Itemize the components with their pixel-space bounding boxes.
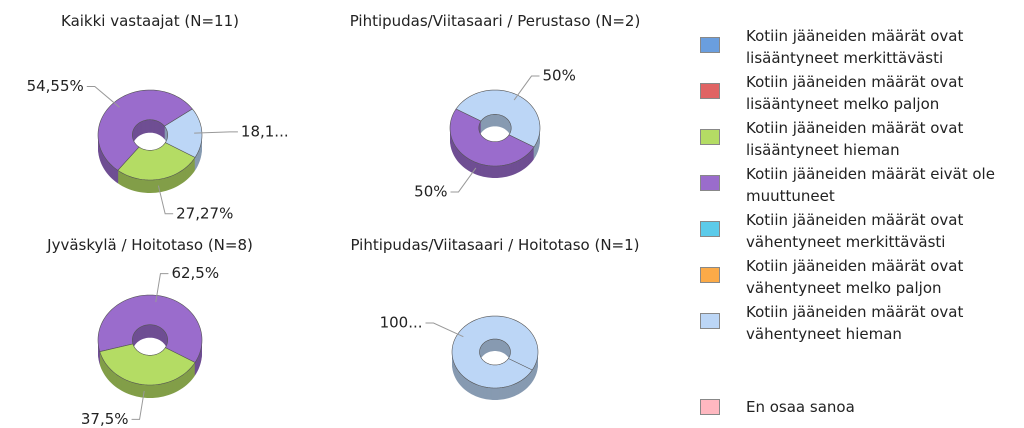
legend-swatch — [700, 399, 720, 415]
donut-slice — [99, 343, 196, 386]
legend-label: Kotiin jääneiden määrät ovat vähentyneet… — [746, 257, 964, 297]
legend-item: Kotiin jääneiden määrät ovat vähentyneet… — [700, 301, 990, 345]
legend-label: En osaa sanoa — [746, 398, 855, 416]
legend-label: Kotiin jääneiden määrät ovat vähentyneet… — [746, 211, 964, 251]
legend-swatch — [700, 313, 720, 329]
legend-label: Kotiin jääneiden määrät ovat lisääntynee… — [746, 73, 964, 113]
leader-line — [425, 322, 464, 338]
chart-title: Pihtipudas/Viitasaari / Perustaso (N=2) — [349, 12, 641, 30]
value-label: 50% — [414, 182, 447, 200]
legend-swatch — [700, 267, 720, 283]
legend-label: Kotiin jääneiden määrät ovat lisääntynee… — [746, 27, 964, 67]
legend-item: Kotiin jääneiden määrät ovat lisääntynee… — [700, 25, 990, 69]
legend-item: Kotiin jääneiden määrät ovat vähentyneet… — [700, 255, 990, 299]
chart-title: Kaikki vastaajat (N=11) — [61, 12, 239, 30]
donut-slice — [449, 108, 535, 167]
value-label: 62,5% — [171, 264, 219, 282]
legend-swatch — [700, 175, 720, 191]
leader-line — [155, 273, 169, 303]
leader-line — [86, 86, 120, 108]
value-label: 37,5% — [81, 410, 129, 428]
legend-item: Kotiin jääneiden määrät ovat vähentyneet… — [700, 209, 990, 253]
leader-line — [157, 185, 174, 215]
chart-title: Pihtipudas/Viitasaari / Hoitotaso (N=1) — [350, 236, 640, 254]
donut-slice — [117, 142, 196, 181]
legend-swatch — [700, 221, 720, 237]
legend-label: Kotiin jääneiden määrät ovat lisääntynee… — [746, 119, 964, 159]
leader-line — [513, 75, 540, 101]
legend-item: En osaa sanoa — [700, 396, 990, 428]
value-label: 27,27% — [176, 204, 233, 222]
leader-line — [194, 131, 238, 134]
value-label: 100... — [380, 314, 423, 332]
value-label: 54,55% — [27, 77, 84, 95]
legend-label: Kotiin jääneiden määrät eivät ole muuttu… — [746, 165, 995, 205]
legend-item: Kotiin jääneiden määrät ovat lisääntynee… — [700, 117, 990, 161]
legend-swatch — [700, 83, 720, 99]
legend-label: Kotiin jääneiden määrät ovat vähentyneet… — [746, 303, 964, 343]
leader-line — [450, 167, 477, 193]
value-label: 18,1... — [241, 122, 289, 140]
value-label: 50% — [543, 67, 576, 85]
legend-item: Kotiin jääneiden määrät eivät ole muuttu… — [700, 163, 995, 207]
legend-swatch — [700, 37, 720, 53]
chart-title: Jyväskylä / Hoitotaso (N=8) — [47, 236, 253, 254]
donut-slice — [451, 315, 539, 389]
leader-line — [131, 390, 145, 420]
legend-item: Kotiin jääneiden määrät ovat lisääntynee… — [700, 71, 990, 115]
legend-swatch — [700, 129, 720, 145]
